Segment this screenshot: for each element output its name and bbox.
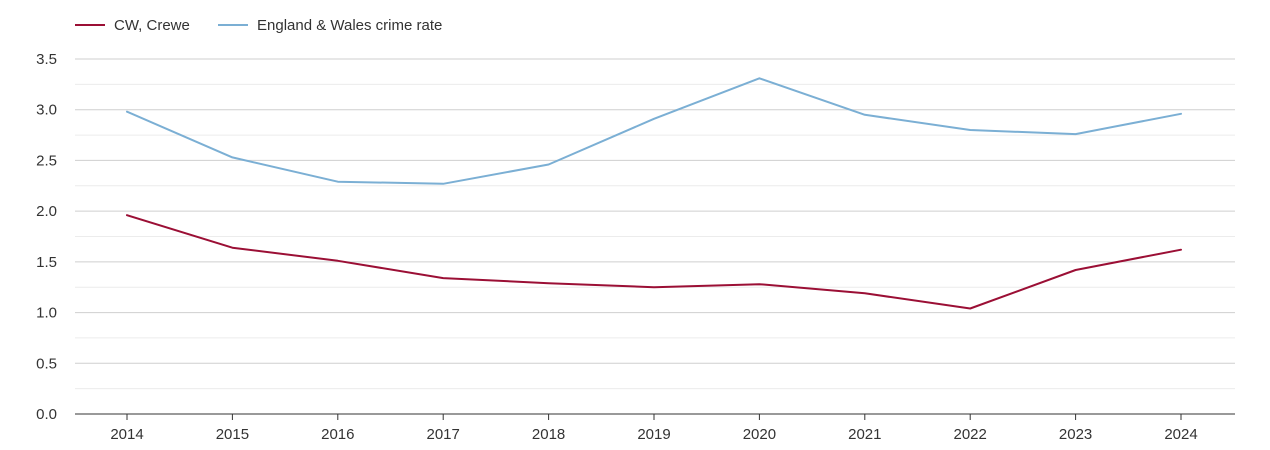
data-point [652, 285, 656, 289]
data-point [230, 155, 234, 159]
data-point [547, 281, 551, 285]
y-tick-label: 2.0 [36, 203, 57, 220]
data-point [757, 282, 761, 286]
data-point [336, 259, 340, 263]
data-point [547, 162, 551, 166]
data-point [757, 76, 761, 80]
x-tick-label: 2022 [954, 426, 987, 443]
y-tick-label: 1.5 [36, 254, 57, 271]
data-point [1179, 112, 1183, 116]
data-point [230, 246, 234, 250]
data-point [1074, 268, 1078, 272]
data-point [1074, 132, 1078, 136]
series-lines [125, 76, 1183, 311]
data-point [125, 213, 129, 217]
x-tick-label: 2020 [743, 426, 776, 443]
legend-label: CW, Crewe [114, 17, 190, 34]
x-tick-label: 2019 [637, 426, 670, 443]
data-point [968, 307, 972, 311]
y-tick-label: 3.5 [36, 51, 57, 68]
x-tick-label: 2014 [110, 426, 143, 443]
data-point [1179, 248, 1183, 252]
y-axis-ticks: 0.0 0.5 1.0 1.5 2.0 2.5 3.0 3.5 [36, 51, 57, 423]
y-tick-label: 1.0 [36, 305, 57, 322]
data-point [863, 291, 867, 295]
data-point [652, 117, 656, 121]
grid-lines [75, 58, 1235, 390]
series-line-0 [126, 214, 1182, 310]
data-point [336, 180, 340, 184]
x-axis-ticks: 2014 2015 2016 2017 2018 2019 2020 2021 2022 2023… [110, 414, 1198, 443]
legend: CW, Crewe England & Wales crime rate [75, 17, 442, 34]
legend-label: England & Wales crime rate [257, 17, 442, 34]
y-tick-label: 3.0 [36, 102, 57, 119]
data-point [863, 113, 867, 117]
x-tick-label: 2015 [216, 426, 249, 443]
x-tick-label: 2024 [1164, 426, 1197, 443]
y-tick-label: 0.0 [36, 406, 57, 423]
data-point [125, 110, 129, 114]
x-tick-label: 2021 [848, 426, 881, 443]
y-tick-label: 2.5 [36, 152, 57, 169]
data-point [441, 276, 445, 280]
data-point [441, 182, 445, 186]
x-tick-label: 2018 [532, 426, 565, 443]
data-point [968, 128, 972, 132]
x-tick-label: 2016 [321, 426, 354, 443]
series-line-1 [126, 77, 1182, 185]
x-tick-label: 2017 [427, 426, 460, 443]
x-tick-label: 2023 [1059, 426, 1092, 443]
y-tick-label: 0.5 [36, 355, 57, 372]
